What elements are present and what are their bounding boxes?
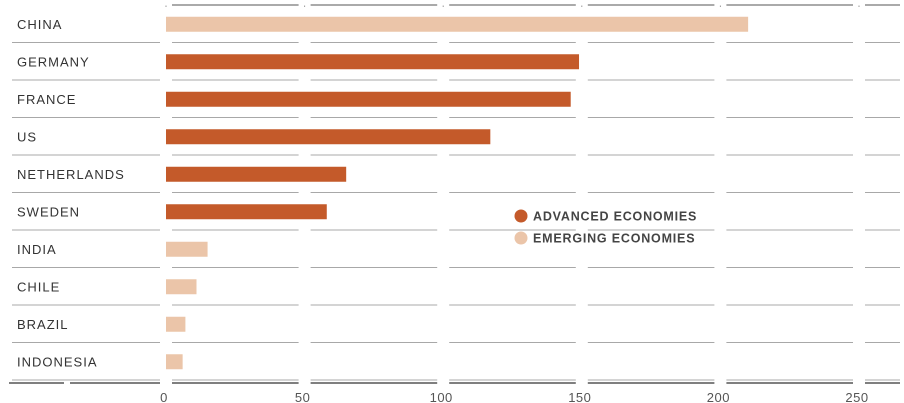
- category-label: GERMANY: [17, 54, 90, 69]
- legend-label: ADVANCED ECONOMIES: [533, 210, 697, 224]
- bar-india: [166, 241, 208, 257]
- bar-chile: [166, 279, 197, 295]
- x-tick-label: 0: [160, 390, 168, 403]
- category-labels: CHINA GERMANY FRANCE US NETHERLANDS SWEDEN IND…: [17, 17, 125, 370]
- bar-indonesia: [166, 354, 183, 370]
- bar-us: [166, 129, 491, 145]
- bar-netherlands: [166, 166, 347, 182]
- gridlines: [12, 4, 900, 381]
- category-label: INDONESIA: [17, 354, 98, 369]
- category-label: INDIA: [17, 242, 57, 257]
- bar-china: [166, 16, 749, 32]
- bar-sweden: [166, 204, 327, 220]
- x-tick-label: 250: [845, 390, 868, 403]
- legend-label: EMERGING ECONOMIES: [533, 232, 695, 246]
- x-tick-label: 150: [568, 390, 591, 403]
- category-label: BRAZIL: [17, 317, 69, 332]
- bar-brazil: [166, 316, 186, 332]
- category-label: NETHERLANDS: [17, 167, 125, 182]
- x-tick-label: 200: [707, 390, 730, 403]
- bars: [166, 16, 749, 370]
- bar-france: [166, 91, 571, 107]
- category-label: US: [17, 129, 37, 144]
- x-tick-label: 50: [295, 390, 310, 403]
- x-axis: 0 50 100 150 200 250: [9, 382, 900, 403]
- category-label: CHINA: [17, 17, 62, 32]
- category-label: CHILE: [17, 279, 60, 294]
- bar-germany: [166, 54, 580, 70]
- x-tick-label: 100: [430, 390, 453, 403]
- legend-swatch: [514, 231, 528, 245]
- legend: ADVANCED ECONOMIES EMERGING ECONOMIES: [514, 209, 697, 246]
- category-label: FRANCE: [17, 92, 76, 107]
- legend-swatch: [514, 209, 528, 223]
- category-label: SWEDEN: [17, 204, 80, 219]
